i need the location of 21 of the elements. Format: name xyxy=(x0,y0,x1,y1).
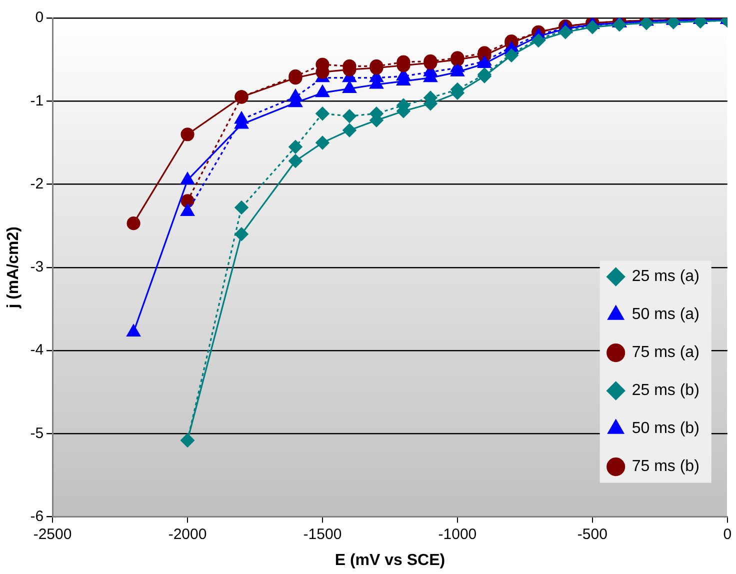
y-tick-label: -2 xyxy=(30,175,44,192)
y-tick-label: -1 xyxy=(30,92,44,110)
y-tick-label: -4 xyxy=(30,342,44,359)
legend-label: 50 ms (b) xyxy=(632,420,700,438)
legend-label: 50 ms (a) xyxy=(632,306,700,324)
x-tick-label: -1500 xyxy=(303,526,342,543)
legend-label: 75 ms (b) xyxy=(632,458,700,476)
y-axis-title: j (mA/cm2) xyxy=(5,226,22,310)
y-tick-label: -3 xyxy=(30,258,44,276)
x-tick-label: -500 xyxy=(577,526,608,543)
y-tick-label: -5 xyxy=(30,424,44,442)
y-tick-label: 0 xyxy=(35,9,44,26)
x-tick-label: -2000 xyxy=(168,526,207,543)
x-tick-label: 0 xyxy=(723,526,732,543)
legend-label: 25 ms (a) xyxy=(632,268,700,286)
x-tick-label: -2500 xyxy=(33,526,72,543)
legend-label: 25 ms (b) xyxy=(632,382,700,400)
legend-label: 75 ms (a) xyxy=(632,344,700,362)
y-tick-label: -6 xyxy=(30,508,44,525)
x-axis-title: E (mV vs SCE) xyxy=(334,552,446,569)
x-tick-label: -1000 xyxy=(438,526,477,543)
